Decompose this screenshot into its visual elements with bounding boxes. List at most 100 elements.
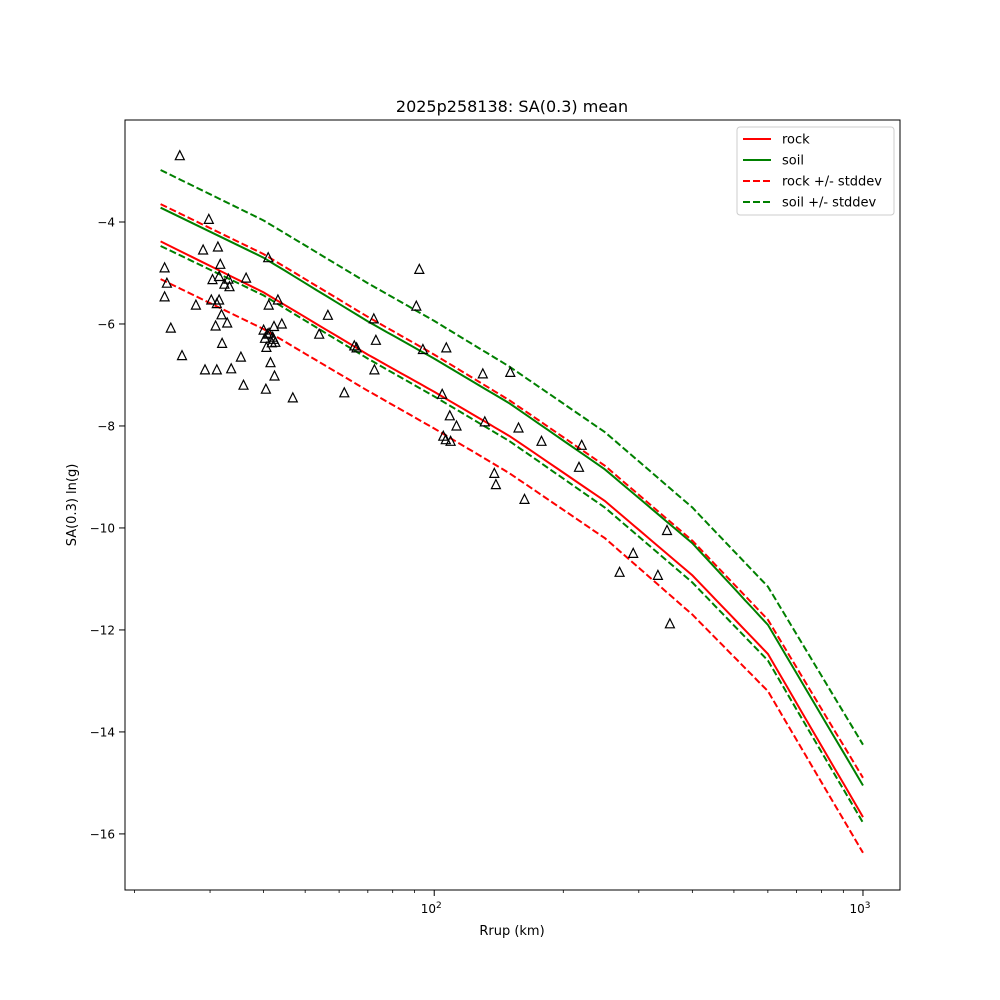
observation-point — [664, 617, 676, 629]
observation-point — [190, 298, 202, 310]
observation-point — [216, 308, 227, 320]
observation-point — [265, 356, 276, 368]
series-line-4 — [160, 169, 864, 746]
observation-point — [176, 349, 188, 361]
observation-point — [212, 240, 224, 252]
observation-point — [368, 312, 380, 324]
observation-point — [261, 327, 273, 339]
observation-point — [313, 327, 325, 339]
legend-label: rock — [782, 133, 810, 148]
plot-area-frame — [124, 119, 901, 891]
observation-point — [338, 386, 350, 398]
observation-point — [368, 363, 380, 375]
observation-point — [490, 478, 502, 490]
observation-point — [348, 339, 360, 351]
observation-point — [504, 366, 516, 377]
observation-point — [436, 387, 448, 399]
legend-label: rock +/- stddev — [782, 175, 882, 190]
observation-point — [268, 320, 280, 332]
observation-point — [213, 293, 225, 305]
observation-point — [272, 293, 284, 305]
x-axis: 102 103 — [134, 890, 870, 916]
legend-label: soil — [782, 154, 804, 169]
observation-point — [159, 261, 171, 273]
observation-point — [161, 276, 173, 288]
y-axis-label: SA(0.3) ln(g) — [65, 464, 80, 547]
legend-label: soil +/- stddev — [782, 196, 877, 211]
observation-point — [322, 308, 334, 320]
observation-point — [413, 263, 425, 274]
observation-point — [451, 419, 462, 431]
observation-point — [661, 524, 673, 536]
observation-point — [203, 213, 215, 224]
observation-point — [417, 343, 429, 355]
observation-point — [240, 271, 252, 283]
observation-point — [260, 382, 272, 394]
observation-point — [159, 290, 171, 302]
observation-point — [197, 243, 209, 255]
series-layer — [160, 169, 864, 854]
y-tick-label: −4 — [97, 215, 115, 229]
y-tick-label: −10 — [90, 521, 115, 535]
observation-point — [445, 434, 457, 446]
observation-point — [440, 433, 452, 445]
observation-point — [573, 460, 585, 472]
observation-point — [287, 391, 299, 403]
observation-point — [174, 149, 186, 161]
observation-point — [213, 270, 225, 282]
observation-point — [576, 438, 588, 450]
observation-point — [258, 323, 270, 335]
y-tick-label: −14 — [90, 725, 115, 739]
observation-point — [269, 335, 281, 347]
x-axis-label: Rrup (km) — [479, 924, 544, 939]
observation-point — [269, 369, 280, 381]
observation-point — [262, 251, 274, 263]
observation-point — [536, 434, 547, 446]
observation-point — [221, 316, 233, 328]
y-tick-label: −16 — [90, 827, 115, 841]
observation-point — [479, 415, 491, 427]
observation-point — [225, 362, 237, 374]
observation-point — [488, 467, 500, 478]
legend: rock soil rock +/- stddev soil +/- stddev — [736, 126, 895, 216]
observation-point — [211, 363, 223, 375]
y-tick-label: −8 — [97, 419, 115, 433]
observation-point — [216, 337, 228, 348]
observation-point — [477, 367, 489, 379]
observation-point — [440, 341, 452, 353]
observation-point — [238, 378, 249, 390]
series-line-3 — [160, 278, 864, 854]
observation-point — [513, 421, 524, 433]
y-tick-label: −6 — [97, 317, 115, 331]
observation-point — [444, 409, 456, 421]
legend-box — [736, 126, 895, 216]
observation-point — [614, 565, 626, 577]
series-line-5 — [160, 245, 864, 824]
chart-title: 2025p258138: SA(0.3) mean — [396, 97, 628, 116]
x-tick-label: 102 — [421, 901, 442, 916]
y-tick-label: −12 — [90, 623, 115, 637]
observation-point — [205, 293, 217, 305]
observation-point — [351, 341, 363, 353]
observation-point — [263, 326, 275, 338]
observation-point — [519, 493, 530, 504]
series-line-2 — [160, 203, 864, 779]
observation-point — [276, 317, 288, 329]
series-line-1 — [160, 206, 864, 787]
observation-point — [165, 321, 177, 333]
observation-point — [627, 547, 639, 559]
observation-point — [263, 298, 275, 310]
x-tick-label: 103 — [849, 901, 870, 916]
y-axis: −4 −6 −8 −10 −12 −14 −16 — [90, 215, 125, 841]
observation-point — [224, 280, 235, 292]
observation-point — [210, 319, 222, 331]
observation-point — [652, 569, 664, 581]
observations-layer — [159, 149, 676, 629]
series-line-0 — [160, 240, 864, 818]
observation-point — [199, 363, 211, 375]
observation-point — [410, 299, 422, 311]
observation-point — [370, 333, 382, 345]
observation-point — [235, 350, 247, 362]
observation-point — [214, 257, 226, 269]
